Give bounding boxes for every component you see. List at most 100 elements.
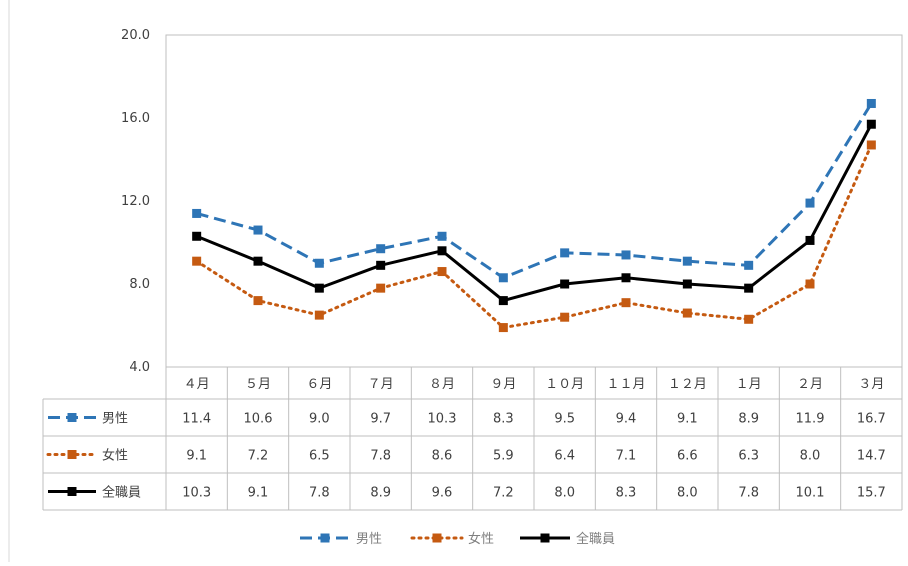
category-label: ９月	[490, 377, 516, 392]
legend-label: 女性	[468, 531, 494, 547]
data-point	[314, 283, 324, 293]
key-marker	[67, 413, 77, 422]
data-point	[498, 296, 508, 306]
series-line	[195, 143, 873, 330]
data-point	[805, 279, 815, 289]
table-row-key	[48, 413, 96, 422]
data-point	[253, 256, 263, 266]
data-point	[498, 273, 508, 283]
data-point	[437, 246, 447, 256]
table-cell: 8.0	[677, 486, 698, 501]
table-cell: 7.8	[309, 486, 330, 501]
series-2	[192, 140, 876, 333]
table-row-name: 男性	[102, 412, 128, 427]
category-label: １月	[736, 377, 762, 392]
category-label: ６月	[306, 377, 332, 392]
legend-entry: 男性	[300, 532, 382, 547]
table-cell: 7.2	[493, 486, 514, 501]
series-line	[196, 123, 873, 303]
data-point	[621, 298, 631, 308]
category-label: ３月	[858, 377, 884, 392]
table-cell: 7.2	[248, 449, 269, 464]
key-marker	[67, 487, 77, 496]
table-cell: 7.8	[370, 449, 391, 464]
category-label: １２月	[668, 377, 707, 392]
data-point	[744, 314, 754, 324]
table-cell: 9.1	[248, 486, 269, 501]
data-point	[376, 244, 386, 254]
table-cell: 9.1	[186, 449, 207, 464]
table-cell: 11.4	[182, 412, 211, 427]
series-layer	[192, 98, 876, 333]
table-row-key	[46, 450, 98, 459]
table-cell: 6.6	[677, 449, 698, 464]
category-label: ４月	[184, 377, 210, 392]
key-marker	[67, 450, 77, 459]
y-tick-label: 8.0	[129, 277, 150, 292]
legend-entry: 全職員	[520, 531, 615, 547]
data-point	[682, 256, 692, 266]
data-point	[805, 235, 815, 245]
data-point	[437, 267, 447, 277]
data-point	[621, 250, 631, 260]
data-point	[314, 258, 324, 268]
table-cell: 9.6	[432, 486, 453, 501]
category-label: １１月	[606, 377, 645, 392]
category-label: ８月	[429, 377, 455, 392]
data-point	[744, 260, 754, 270]
data-point	[744, 283, 754, 293]
legend-entry: 女性	[410, 531, 494, 547]
data-point	[253, 225, 263, 235]
data-point	[192, 231, 202, 241]
table-row-name: 女性	[102, 448, 128, 464]
table-cell: 9.5	[554, 412, 575, 427]
table-row-name: 全職員	[102, 485, 141, 501]
table-cell: 7.8	[738, 486, 759, 501]
y-tick-label: 12.0	[121, 194, 150, 209]
data-point	[376, 260, 386, 270]
table-cell: 9.0	[309, 412, 330, 427]
data-point	[192, 208, 202, 218]
data-point	[866, 119, 876, 129]
table-cell: 8.6	[432, 449, 453, 464]
legend-label: 男性	[356, 532, 382, 547]
table-cell: 16.7	[857, 412, 886, 427]
category-label: ２月	[797, 377, 823, 392]
data-point	[682, 308, 692, 318]
category-label: １０月	[545, 377, 584, 392]
data-point	[437, 231, 447, 241]
table-cell: 6.3	[738, 449, 759, 464]
data-point	[682, 279, 692, 289]
table-cell: 8.0	[800, 449, 821, 464]
y-tick-label: 4.0	[129, 360, 150, 375]
table-cell: 10.3	[182, 486, 211, 501]
table-cell: 15.7	[857, 486, 886, 501]
y-axis: 20.0 16.0 12.0 8.0 4.0	[121, 28, 150, 375]
table-cell: 7.1	[616, 449, 637, 464]
data-point	[314, 310, 324, 320]
table-cell: 10.6	[244, 412, 273, 427]
legend-label: 全職員	[576, 531, 615, 547]
series-3	[192, 119, 876, 306]
table-cell: 11.9	[796, 412, 825, 427]
y-tick-label: 20.0	[121, 28, 150, 43]
legend-marker	[540, 533, 550, 543]
data-point	[192, 256, 202, 266]
table-cell: 8.0	[554, 486, 575, 501]
data-point	[621, 273, 631, 283]
plot-area	[165, 34, 903, 368]
table-cell: 10.1	[796, 486, 825, 501]
table-cell: 8.3	[493, 412, 514, 427]
legend: 男性 女性 全職員	[300, 531, 615, 547]
table-cell: 8.9	[370, 486, 391, 501]
data-point	[376, 283, 386, 293]
data-point	[866, 140, 876, 150]
table-cell: 10.3	[428, 412, 457, 427]
table-row-key	[48, 487, 96, 496]
series-1	[192, 98, 876, 283]
data-point	[866, 98, 876, 108]
table-cell: 14.7	[857, 449, 886, 464]
